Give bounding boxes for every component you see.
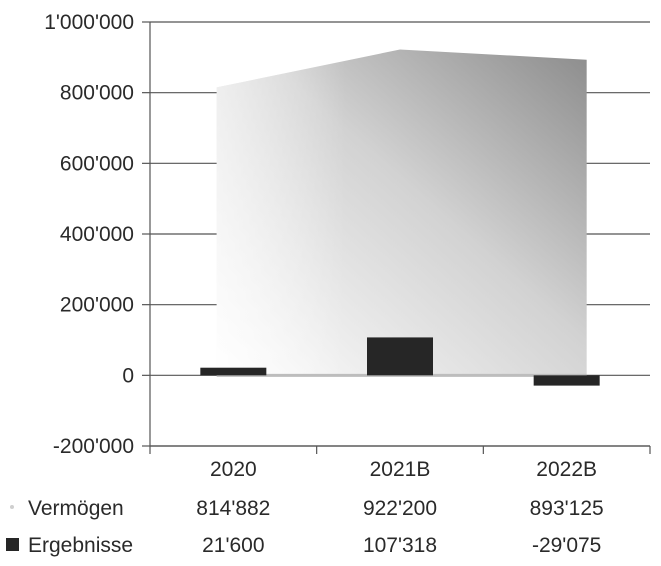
data-table-value: -29'075 (532, 534, 601, 557)
data-table-value: 922'200 (363, 497, 437, 520)
legend-entry: Vermögen (28, 497, 124, 520)
data-table-value: 814'882 (196, 497, 270, 520)
legend-entry: Ergebnisse (28, 534, 133, 557)
axes (142, 21, 651, 454)
data-table-value: 21'600 (202, 534, 264, 557)
y-tick-labels: 1'000'000 800'000 600'000 400'000 200'000 0 -2… (44, 11, 134, 458)
legend-key-ergebnisse (6, 538, 19, 551)
bar-ergebnisse (367, 337, 433, 376)
legend-key-vermoegen (10, 505, 14, 509)
y-tick-label: 400'000 (60, 223, 134, 246)
x-tick-labels: 2020 2021B 2022B (210, 458, 597, 481)
x-tick-label: 2021B (370, 458, 431, 481)
y-tick-label: -200'000 (53, 435, 134, 458)
y-tick-label: 1'000'000 (44, 11, 134, 34)
y-tick-label: 800'000 (60, 82, 134, 105)
area-series-vermoegen (216, 49, 587, 377)
bar-ergebnisse (200, 367, 267, 376)
data-table-value: 107'318 (363, 534, 437, 557)
x-tick-label: 2022B (536, 458, 597, 481)
bar-series-ergebnisse (200, 337, 600, 386)
data-table-value: 893'125 (530, 497, 604, 520)
y-tick-label: 0 (122, 364, 134, 387)
bar-ergebnisse (533, 375, 600, 386)
area-vermoegen-highlight (216, 49, 587, 376)
y-tick-label: 200'000 (60, 294, 134, 317)
data-table: Vermögen 814'882 922'200 893'125 Ergebnisse 2… (6, 497, 604, 557)
x-tick-label: 2020 (210, 458, 257, 481)
y-tick-label: 600'000 (60, 152, 134, 175)
